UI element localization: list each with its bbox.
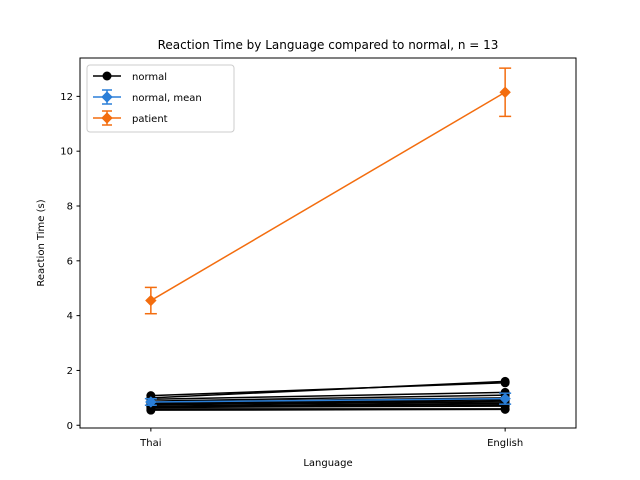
plot-area xyxy=(144,67,512,415)
y-tick-label: 10 xyxy=(60,147,73,158)
y-tick-label: 0 xyxy=(67,421,73,432)
normal-line xyxy=(150,380,506,399)
y-axis-label: Reaction Time (s) xyxy=(36,199,47,286)
normal-mean-point xyxy=(145,396,157,408)
axis-ticks: 0 2 4 6 8 10 12 Thai English xyxy=(60,92,523,449)
legend: normal normal, mean patient xyxy=(86,64,235,133)
normal-mean-line xyxy=(150,397,506,403)
legend-box xyxy=(86,64,235,133)
normal-line xyxy=(150,401,506,406)
patient-series xyxy=(144,67,512,315)
normal-point xyxy=(500,404,510,414)
y-tick-label: 4 xyxy=(67,311,73,322)
normal-mean-series xyxy=(144,392,512,408)
normal-mean-point xyxy=(499,392,511,405)
x-tick-label: English xyxy=(487,438,523,449)
patient-line xyxy=(150,91,506,302)
axes-frame xyxy=(79,57,577,429)
normal-line xyxy=(150,405,506,409)
patient-point xyxy=(499,86,511,98)
chart-title: Reaction Time by Language compared to no… xyxy=(158,38,499,52)
y-tick-label: 2 xyxy=(67,366,73,377)
legend-item-normal-mean: normal, mean xyxy=(93,89,202,105)
y-tick-label: 12 xyxy=(60,92,73,103)
legend-marker xyxy=(101,112,113,124)
y-tick-label: 8 xyxy=(67,202,73,213)
normal-line xyxy=(150,408,506,411)
x-tick-label: Thai xyxy=(139,438,161,449)
legend-label-normal: normal xyxy=(132,72,167,83)
legend-marker xyxy=(102,71,112,81)
normal-point xyxy=(500,376,510,386)
normal-point xyxy=(146,405,156,415)
normal-line xyxy=(150,391,506,400)
patient-point xyxy=(145,294,157,307)
x-axis-label: Language xyxy=(303,458,352,469)
normal-line xyxy=(150,403,506,408)
legend-label-patient: patient xyxy=(132,114,168,125)
y-tick-label: 6 xyxy=(67,256,73,267)
normal-line xyxy=(150,394,506,402)
legend-label-normal-mean: normal, mean xyxy=(132,93,202,104)
legend-item-patient: patient xyxy=(93,110,168,126)
normal-line xyxy=(150,399,506,405)
legend-item-normal: normal xyxy=(93,71,167,83)
legend-marker xyxy=(101,91,113,103)
normal-subject-13 xyxy=(146,404,510,415)
